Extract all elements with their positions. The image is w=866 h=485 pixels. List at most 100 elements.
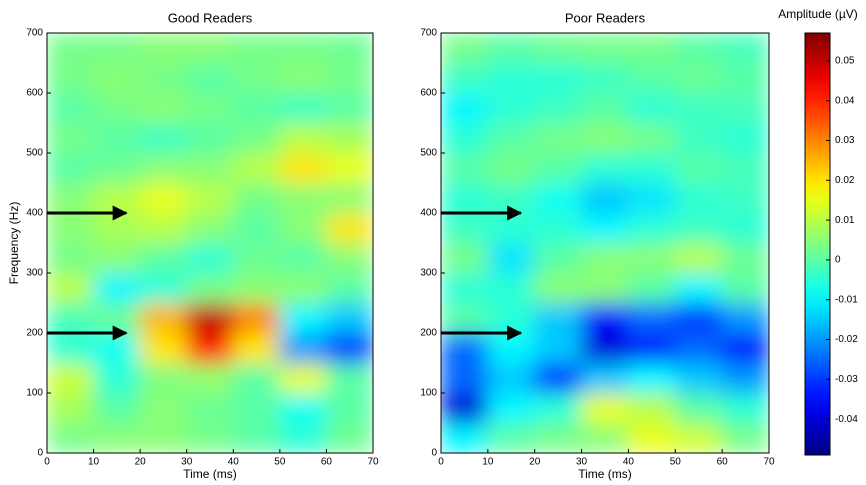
cell <box>139 92 188 124</box>
cell <box>47 422 95 453</box>
colorbar-tick-label: -0.04 <box>835 414 858 425</box>
cell <box>581 302 629 334</box>
cell <box>627 92 676 124</box>
cell <box>534 122 583 154</box>
x-tick-label: 0 <box>438 457 444 468</box>
cell <box>186 422 234 453</box>
cell <box>674 92 723 124</box>
cell <box>581 122 629 154</box>
cell <box>674 122 723 154</box>
cell <box>232 302 281 334</box>
x-tick-label: 50 <box>274 457 286 468</box>
cell <box>279 302 327 334</box>
cell <box>441 122 489 154</box>
cell <box>674 33 723 64</box>
cell <box>325 332 373 364</box>
cell <box>441 33 489 64</box>
x-tick-label: 40 <box>623 457 635 468</box>
colorbar-tick-label: -0.02 <box>835 334 858 345</box>
chart-title: Good Readers <box>168 10 253 25</box>
cell <box>47 242 95 274</box>
colorbar-tick-label: 0.04 <box>835 95 855 106</box>
cell <box>279 362 327 394</box>
cell <box>279 392 327 424</box>
cell <box>139 392 188 424</box>
cell <box>674 392 723 424</box>
x-tick-label: 50 <box>670 457 682 468</box>
cell <box>441 92 489 124</box>
cell <box>279 182 327 214</box>
cell <box>441 302 489 334</box>
cell <box>47 62 95 94</box>
cell <box>139 152 188 184</box>
cell <box>534 212 583 244</box>
cell <box>674 362 723 394</box>
cell <box>534 182 583 214</box>
cells <box>441 33 769 453</box>
cell <box>581 362 629 394</box>
cell <box>325 362 373 394</box>
cell <box>674 62 723 94</box>
y-tick-label: 200 <box>420 328 437 339</box>
colorbar <box>804 32 831 456</box>
cell <box>325 272 373 304</box>
cell <box>674 272 723 304</box>
cell <box>279 92 327 124</box>
cell <box>721 332 769 364</box>
cell <box>627 332 676 364</box>
cell <box>325 212 373 244</box>
cell <box>627 212 676 244</box>
cell <box>487 362 536 394</box>
colorbar-tick-label: 0.01 <box>835 215 855 226</box>
cell <box>325 242 373 274</box>
x-tick-label: 10 <box>482 457 494 468</box>
colorbar-tick-label: -0.03 <box>835 374 858 385</box>
cell <box>441 332 489 364</box>
y-tick-label: 300 <box>26 268 43 279</box>
cell <box>139 182 188 214</box>
cell <box>325 152 373 184</box>
cell <box>674 152 723 184</box>
cell <box>534 33 583 64</box>
cell <box>232 152 281 184</box>
cell <box>441 62 489 94</box>
cell <box>139 242 188 274</box>
cell <box>487 212 536 244</box>
colorbar-tick-label: 0.03 <box>835 135 855 146</box>
cell <box>627 182 676 214</box>
cell <box>139 62 188 94</box>
cell <box>627 422 676 453</box>
cells <box>47 33 373 453</box>
cell <box>487 272 536 304</box>
cell <box>487 33 536 64</box>
cell <box>487 92 536 124</box>
cell <box>581 272 629 304</box>
x-tick-label: 30 <box>181 457 193 468</box>
cell <box>139 272 188 304</box>
cell <box>139 302 188 334</box>
cell <box>93 62 141 94</box>
cell <box>232 422 281 453</box>
cell <box>581 62 629 94</box>
cell <box>441 212 489 244</box>
cell <box>139 33 188 64</box>
cell <box>232 332 281 364</box>
cell <box>721 62 769 94</box>
cell <box>232 272 281 304</box>
y-tick-label: 500 <box>420 148 437 159</box>
cell <box>581 422 629 453</box>
cell <box>47 272 95 304</box>
cell <box>674 212 723 244</box>
cell <box>534 302 583 334</box>
plot-frame <box>440 32 770 454</box>
cell <box>325 182 373 214</box>
heatmap <box>47 33 373 453</box>
cell <box>581 92 629 124</box>
cell <box>232 33 281 64</box>
cell <box>279 62 327 94</box>
cell <box>232 212 281 244</box>
y-tick-label: 400 <box>420 208 437 219</box>
cell <box>232 62 281 94</box>
heatmap <box>441 33 769 453</box>
cell <box>47 362 95 394</box>
